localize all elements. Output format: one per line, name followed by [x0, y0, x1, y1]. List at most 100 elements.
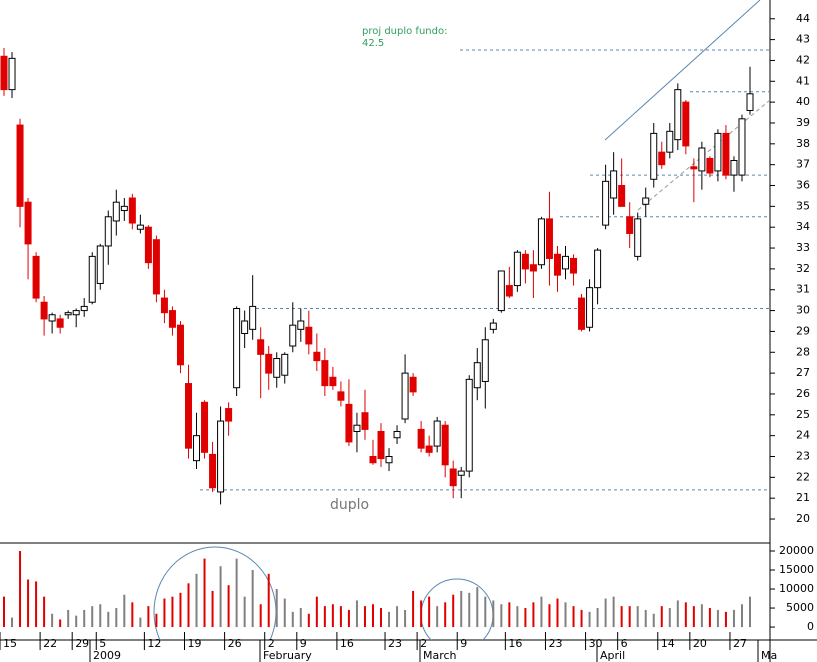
candle-body [265, 353, 273, 374]
volume-bar [644, 609, 647, 628]
y-tick-label: 32 [796, 262, 810, 275]
candle-body [409, 376, 417, 393]
candle-body [738, 118, 746, 176]
volume-bar [388, 611, 391, 628]
candle-body [144, 226, 152, 264]
candle-body [513, 251, 521, 287]
candle-body [24, 201, 32, 245]
candle-body [88, 255, 96, 303]
volume-bar [468, 592, 471, 628]
y-tick-label: 38 [796, 137, 810, 150]
volume-bar [363, 606, 366, 628]
volume-bar [347, 609, 350, 628]
volume-bar [700, 604, 703, 628]
y-tick-label: 41 [796, 74, 810, 87]
volume-bar [91, 606, 94, 628]
x-tick-label: 23 [548, 637, 562, 650]
volume-bar [564, 602, 567, 628]
candle-body [120, 205, 128, 212]
y-tick-label: 15000 [779, 563, 814, 576]
candle-body [433, 420, 441, 447]
candle-body [353, 424, 361, 432]
volume-bar [59, 619, 62, 628]
volume-bar [203, 558, 206, 628]
candle-body [305, 326, 313, 345]
y-tick-label: 21 [796, 491, 810, 504]
volume-bar [75, 615, 78, 628]
volume-bar [195, 573, 198, 628]
volume-bar [484, 596, 487, 628]
month-label: March [423, 649, 457, 662]
candle-body [401, 372, 409, 420]
x-tick-label: 14 [661, 637, 675, 650]
volume-bar [299, 608, 302, 628]
volume-bar [396, 606, 399, 628]
y-tick-label: 0 [807, 620, 814, 633]
x-tick-label: 29 [75, 637, 89, 650]
candle-body [618, 185, 626, 207]
annotation: 42.5 [362, 38, 384, 49]
x-tick-label: 9 [460, 637, 467, 650]
y-tick-label: 20 [796, 512, 810, 525]
candle-body [377, 430, 385, 460]
volume-bar [444, 602, 447, 628]
y-tick-label: 10000 [779, 582, 814, 595]
candle-body [562, 255, 570, 270]
volume-bar [628, 606, 631, 628]
month-label: April [600, 649, 625, 662]
volume-bar [107, 611, 110, 628]
volume-bar [668, 608, 671, 628]
volume-bar [323, 606, 326, 628]
candle-body [610, 170, 618, 199]
candle-body [56, 318, 64, 328]
y-tick-label: 43 [796, 33, 810, 46]
candle-body [313, 351, 321, 362]
candle-body [682, 101, 690, 147]
volume-bar [131, 602, 134, 628]
candle-body [281, 353, 289, 376]
candle-body [626, 216, 634, 234]
volume-bar [259, 604, 262, 628]
y-tick-label: 5000 [786, 601, 814, 614]
volume-bar [331, 604, 334, 628]
candle-body [337, 391, 345, 401]
y-tick-label: 33 [796, 241, 810, 254]
volume-bar [155, 613, 158, 628]
volume-bar [3, 596, 5, 628]
candle-body [241, 320, 249, 335]
y-tick-label: 26 [796, 387, 810, 400]
volume-bar [27, 579, 30, 628]
volume-bar [612, 596, 615, 628]
candle-body [473, 362, 481, 389]
x-tick-label: 23 [388, 637, 402, 650]
volume-bar [355, 600, 358, 628]
x-tick-label: 2 [420, 637, 427, 650]
y-tick-label: 35 [796, 199, 810, 212]
volume-bar [452, 594, 455, 628]
volume-bar [35, 581, 38, 628]
volume-bar [307, 613, 310, 628]
candle-body [666, 130, 674, 153]
volume-bar [371, 604, 374, 628]
candle-body [249, 305, 257, 330]
candle-body [457, 470, 465, 476]
y-tick-label: 37 [796, 158, 810, 171]
volume-bar [460, 590, 463, 628]
volume-bar [428, 596, 431, 628]
candle-body [505, 285, 513, 297]
candle-body [553, 253, 561, 276]
candle-body [361, 412, 369, 430]
volume-bar [11, 617, 14, 628]
x-tick-label: 16 [508, 637, 522, 650]
x-tick-label: 26 [228, 637, 242, 650]
volume-bar [251, 570, 254, 628]
candle-body [497, 270, 505, 312]
candle-body [746, 93, 754, 111]
volume-bar [420, 600, 423, 628]
volume-bar [267, 573, 270, 628]
y-tick-label: 27 [796, 366, 810, 379]
candle-body [168, 310, 176, 328]
y-tick-label: 24 [796, 429, 810, 442]
volume-bar [732, 609, 735, 628]
